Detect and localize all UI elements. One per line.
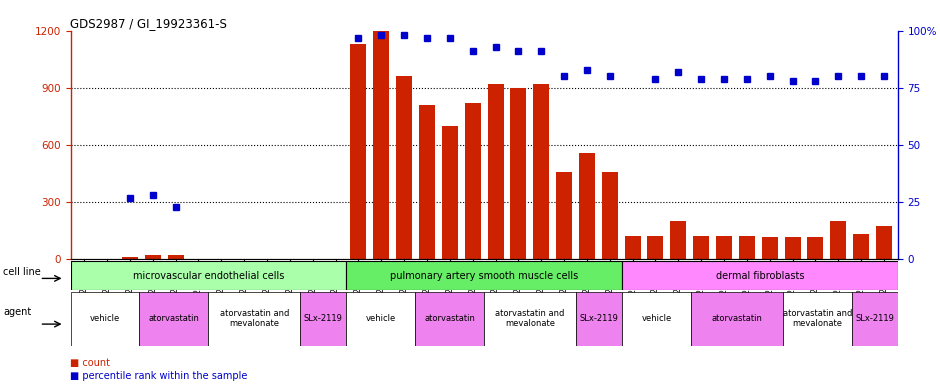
- Text: cell line: cell line: [4, 267, 41, 277]
- Text: GDS2987 / GI_19923361-S: GDS2987 / GI_19923361-S: [70, 17, 227, 30]
- FancyBboxPatch shape: [415, 292, 484, 346]
- FancyBboxPatch shape: [484, 292, 576, 346]
- Bar: [533, 84, 549, 259]
- Bar: [464, 103, 480, 259]
- FancyBboxPatch shape: [783, 292, 852, 346]
- FancyBboxPatch shape: [576, 292, 622, 346]
- Text: SLx-2119: SLx-2119: [304, 314, 343, 323]
- Bar: [625, 236, 641, 259]
- FancyBboxPatch shape: [300, 292, 346, 346]
- Bar: [510, 88, 526, 259]
- Bar: [785, 237, 801, 259]
- Text: vehicle: vehicle: [641, 314, 671, 323]
- Bar: [807, 237, 823, 259]
- FancyBboxPatch shape: [346, 292, 415, 346]
- Bar: [670, 221, 686, 259]
- Text: dermal fibroblasts: dermal fibroblasts: [715, 270, 804, 281]
- Text: agent: agent: [4, 307, 32, 317]
- Bar: [556, 172, 572, 259]
- Bar: [739, 236, 755, 259]
- Bar: [122, 257, 138, 259]
- Text: atorvastatin: atorvastatin: [149, 314, 199, 323]
- Bar: [419, 105, 435, 259]
- Text: SLx-2119: SLx-2119: [580, 314, 619, 323]
- Bar: [373, 31, 389, 259]
- Bar: [167, 255, 183, 259]
- Bar: [876, 226, 892, 259]
- FancyBboxPatch shape: [622, 261, 898, 290]
- FancyBboxPatch shape: [70, 261, 346, 290]
- FancyBboxPatch shape: [852, 292, 898, 346]
- Bar: [716, 236, 732, 259]
- Bar: [761, 237, 777, 259]
- Text: atorvastatin: atorvastatin: [424, 314, 475, 323]
- Bar: [602, 172, 618, 259]
- FancyBboxPatch shape: [70, 292, 139, 346]
- Bar: [442, 126, 458, 259]
- Text: atorvastatin and
mevalonate: atorvastatin and mevalonate: [783, 309, 852, 328]
- Text: atorvastatin and
mevalonate: atorvastatin and mevalonate: [220, 309, 289, 328]
- Text: vehicle: vehicle: [90, 314, 120, 323]
- FancyBboxPatch shape: [691, 292, 783, 346]
- Bar: [648, 236, 664, 259]
- Text: SLx-2119: SLx-2119: [855, 314, 894, 323]
- Text: ■ count: ■ count: [70, 358, 111, 368]
- Bar: [145, 255, 161, 259]
- Text: microvascular endothelial cells: microvascular endothelial cells: [133, 270, 284, 281]
- FancyBboxPatch shape: [622, 292, 691, 346]
- Bar: [396, 76, 412, 259]
- Bar: [854, 235, 870, 259]
- Bar: [693, 236, 709, 259]
- Text: atorvastatin and
mevalonate: atorvastatin and mevalonate: [495, 309, 565, 328]
- Bar: [488, 84, 504, 259]
- Bar: [579, 152, 595, 259]
- Text: pulmonary artery smooth muscle cells: pulmonary artery smooth muscle cells: [390, 270, 578, 281]
- FancyBboxPatch shape: [139, 292, 209, 346]
- Bar: [351, 44, 367, 259]
- Bar: [830, 221, 846, 259]
- Text: vehicle: vehicle: [366, 314, 396, 323]
- Text: atorvastatin: atorvastatin: [712, 314, 762, 323]
- Text: ■ percentile rank within the sample: ■ percentile rank within the sample: [70, 371, 248, 381]
- FancyBboxPatch shape: [346, 261, 622, 290]
- FancyBboxPatch shape: [209, 292, 300, 346]
